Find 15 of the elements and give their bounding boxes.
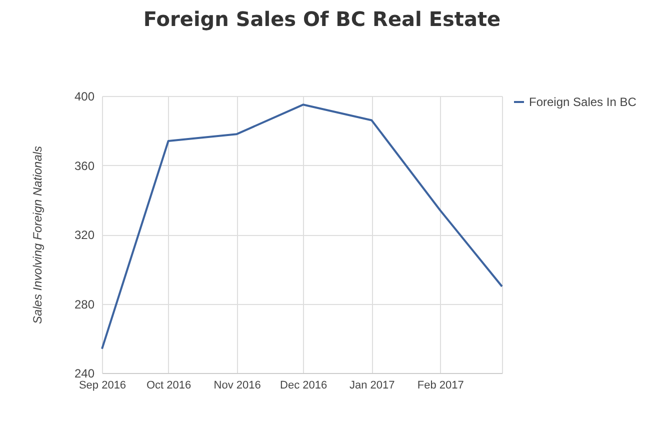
line-series xyxy=(101,104,503,350)
x-tick-label: Dec 2016 xyxy=(280,380,328,392)
chart-title: Foreign Sales Of BC Real Estate xyxy=(143,7,501,31)
y-tick-label: 400 xyxy=(74,90,95,104)
x-tick-label: Sep 2016 xyxy=(78,380,126,392)
x-tick-label: Oct 2016 xyxy=(146,380,192,392)
y-tick-label: 280 xyxy=(74,297,95,312)
y-axis-title: Sales Involving Foreign Nationals xyxy=(30,146,44,324)
x-tick-label: Nov 2016 xyxy=(214,380,261,392)
x-tick-label: Feb 2017 xyxy=(417,380,464,392)
legend-label: Foreign Sales In BC xyxy=(529,95,637,109)
y-tick-label: 240 xyxy=(74,366,95,380)
y-tick-label: 320 xyxy=(74,228,95,242)
x-tick-label: Jan 2017 xyxy=(349,380,395,392)
y-tick-label: 360 xyxy=(74,158,95,173)
